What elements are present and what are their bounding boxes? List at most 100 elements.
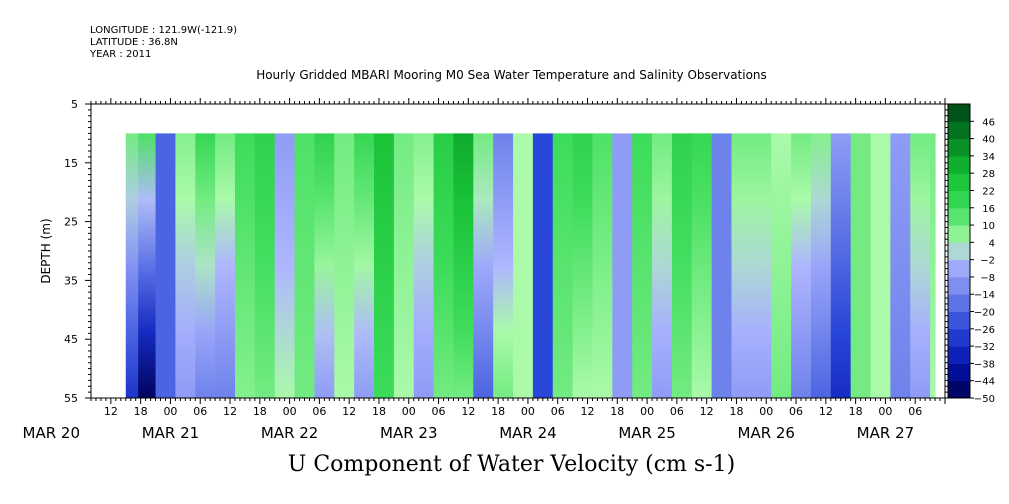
heatmap-column xyxy=(890,133,911,398)
x-hour-tick-label: 06 xyxy=(551,405,565,418)
heatmap-column xyxy=(850,133,872,398)
colorbar-label: 16 xyxy=(982,204,995,215)
y-tick-label: 55 xyxy=(64,392,78,405)
colorbar-label: −2 xyxy=(980,256,995,267)
x-hour-tick-label: 12 xyxy=(104,405,118,418)
x-hour-tick-label: 18 xyxy=(253,405,267,418)
heatmap-column xyxy=(612,133,633,398)
heatmap-column xyxy=(393,133,415,398)
heatmap-column xyxy=(632,133,653,398)
x-day-label: MAR 24 xyxy=(499,424,556,442)
heatmap-column xyxy=(314,133,335,398)
heatmap-column xyxy=(751,133,772,398)
colorbar-label: −32 xyxy=(974,342,995,353)
x-hour-tick-label: 06 xyxy=(193,405,207,418)
colorbar-band xyxy=(948,242,970,261)
x-day-label: MAR 25 xyxy=(618,424,675,442)
chart-title: Hourly Gridded MBARI Mooring M0 Sea Wate… xyxy=(256,68,767,82)
y-tick-label: 25 xyxy=(64,216,78,229)
x-day-label: MAR 20 xyxy=(23,424,80,442)
heatmap-field xyxy=(125,133,936,398)
heatmap-column xyxy=(274,133,296,398)
heatmap-column xyxy=(731,133,752,398)
x-hour-tick-label: 18 xyxy=(849,405,863,418)
colorbar-frame xyxy=(947,103,971,399)
axes: 12 18 00 06 12 18 00 06 12 18 00 06 12 18 00 06 12 18 00 06… xyxy=(23,98,951,442)
heatmap-column xyxy=(473,133,494,398)
year-label: YEAR : 2011 xyxy=(90,49,152,60)
colorbar-band xyxy=(948,380,970,399)
heatmap-column xyxy=(810,133,832,398)
colorbar-band xyxy=(948,276,970,295)
x-day-label: MAR 23 xyxy=(380,424,437,442)
heatmap-column xyxy=(671,133,693,398)
x-hour-tick-label: 06 xyxy=(789,405,803,418)
heatmap-column xyxy=(493,133,514,398)
x-hour-tick-label: 12 xyxy=(819,405,833,418)
x-hour-tick-label: 00 xyxy=(521,405,535,418)
heatmap-column xyxy=(374,133,395,398)
variable-title: U Component of Water Velocity (cm s-1) xyxy=(287,452,736,477)
y-tick-label: 35 xyxy=(64,274,78,287)
colorbar-band xyxy=(948,328,970,347)
heatmap-column xyxy=(870,133,891,398)
colorbar-band xyxy=(948,104,970,122)
colorbar-band xyxy=(948,311,970,330)
colorbar-band xyxy=(948,363,970,382)
x-day-label: MAR 21 xyxy=(142,424,199,442)
heatmap-column xyxy=(572,133,594,398)
heatmap-column xyxy=(175,133,196,398)
x-hour-tick-label: 00 xyxy=(163,405,177,418)
heatmap-column xyxy=(125,133,139,398)
x-hour-tick-label: 00 xyxy=(640,405,654,418)
heatmap-column xyxy=(552,133,574,398)
heatmap-column xyxy=(138,133,157,398)
x-hour-tick-label: 18 xyxy=(134,405,148,418)
heatmap-column xyxy=(334,133,355,398)
heatmap-column xyxy=(771,133,792,398)
colorbar-band xyxy=(948,138,970,157)
colorbar-label: −38 xyxy=(974,359,995,370)
heatmap-column xyxy=(215,133,236,398)
colorbar-label: 34 xyxy=(982,152,995,163)
heatmap-column xyxy=(830,133,852,398)
colorbar-label: 22 xyxy=(982,186,995,197)
heatmap-column xyxy=(254,133,276,398)
colorbar-label: −50 xyxy=(974,394,995,405)
heatmap-column xyxy=(910,133,931,398)
colorbar-label: −8 xyxy=(980,273,995,284)
x-hour-tick-label: 06 xyxy=(670,405,684,418)
heatmap-column xyxy=(354,133,375,398)
colorbar-band xyxy=(948,121,970,140)
colorbar-label: 40 xyxy=(982,135,995,146)
heatmap-column xyxy=(652,133,673,398)
colorbar-label: −20 xyxy=(974,308,995,319)
x-hour-tick-label: 18 xyxy=(372,405,386,418)
heatmap-column xyxy=(294,133,316,398)
x-hour-tick-label: 18 xyxy=(729,405,743,418)
x-hour-tick-label: 12 xyxy=(581,405,595,418)
y-tick-label: 5 xyxy=(71,98,78,111)
colorbar-label: 10 xyxy=(982,221,995,232)
colorbar-band xyxy=(948,346,970,364)
colorbar-label: −14 xyxy=(974,290,995,301)
x-hour-tick-label: 00 xyxy=(402,405,416,418)
heatmap-column xyxy=(413,133,435,398)
x-hour-tick-label: 18 xyxy=(610,405,624,418)
heatmap-column xyxy=(592,133,613,398)
colorbar-band xyxy=(948,294,970,313)
x-hour-tick-label: 12 xyxy=(700,405,714,418)
colorbar: −50 −44 −38 −32 −26 −20 −14 −8 −2 4 10 16 22 28 34 40 46 xyxy=(947,103,995,405)
colorbar-band xyxy=(948,207,970,226)
y-tick-label: 45 xyxy=(64,333,78,346)
latitude-label: LATITUDE : 36.8N xyxy=(90,37,178,48)
colorbar-label: −44 xyxy=(974,377,995,388)
colorbar-label: −26 xyxy=(974,325,995,336)
x-day-label: MAR 26 xyxy=(738,424,795,442)
heatmap-column xyxy=(195,133,216,398)
longitude-label: LONGITUDE : 121.9W(-121.9) xyxy=(90,25,237,36)
x-hour-tick-label: 06 xyxy=(432,405,446,418)
heatmap-column xyxy=(155,133,177,398)
x-hour-tick-label: 00 xyxy=(878,405,892,418)
